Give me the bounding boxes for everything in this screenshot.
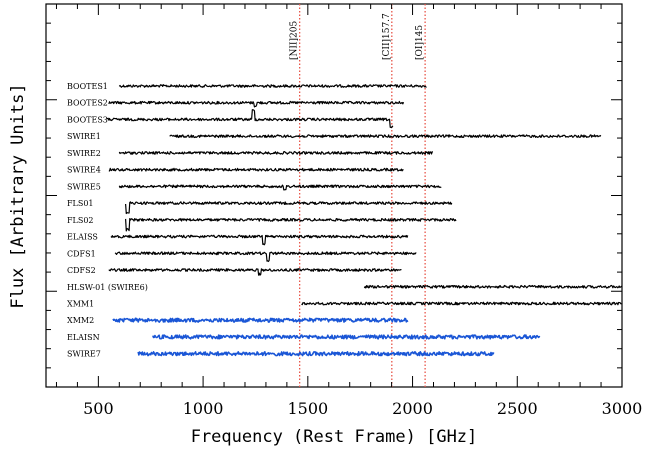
y-axis-title: Flux [Arbitrary Units]	[8, 83, 28, 308]
spectrum-line	[106, 109, 394, 129]
source-label: CDFS2	[67, 266, 96, 275]
spectrum-line	[112, 317, 409, 323]
spectrum-line	[114, 251, 417, 263]
x-tick-label: 1500	[287, 399, 328, 418]
spectrum-line	[301, 301, 622, 306]
spectrum-line	[110, 234, 409, 246]
source-label: BOOTES1	[67, 82, 108, 91]
source-label: FLS02	[67, 216, 94, 225]
plot-frame	[45, 3, 623, 388]
source-label: SWIRE1	[67, 132, 101, 141]
source-label: XMM2	[67, 316, 94, 325]
source-label: FLS01	[67, 199, 94, 208]
spectra-series	[106, 84, 623, 357]
source-label: BOOTES3	[67, 115, 108, 124]
spectrum-line	[118, 151, 434, 155]
x-tick-label: 3000	[602, 399, 643, 418]
reference-line-label: [CII]157.7	[382, 13, 392, 60]
x-tick-label: 2000	[392, 399, 433, 418]
source-label: SWIRE2	[67, 149, 101, 158]
spectrum-line	[169, 134, 602, 139]
source-label: SWIRE5	[67, 182, 101, 191]
source-label: HLSW-01 (SWIRE6)	[67, 283, 148, 292]
source-label: BOOTES2	[67, 99, 108, 108]
x-tick-label: 2500	[497, 399, 538, 418]
spectrum-line	[137, 350, 495, 357]
x-tick-label: 500	[83, 399, 114, 418]
reference-lines: [NII]205 [CII]157.7 [OI]145	[290, 4, 426, 387]
spectrum-line	[152, 334, 541, 340]
spectrum-line	[108, 167, 404, 172]
spectrum-line	[118, 84, 427, 88]
source-label: ELAISN	[67, 333, 100, 342]
x-axis-title: Frequency (Rest Frame) [GHz]	[191, 427, 478, 447]
reference-line-label: [OI]145	[415, 25, 425, 60]
spectrum-line	[108, 268, 402, 276]
x-tick-label: 1000	[183, 399, 224, 418]
spectrum-line	[118, 184, 442, 191]
spectrum-line	[108, 100, 405, 108]
source-label: XMM1	[67, 299, 94, 308]
axis-ticks	[46, 3, 623, 388]
source-label: SWIRE7	[67, 350, 101, 359]
source-label: ELAISS	[67, 233, 98, 242]
x-tick-labels: 500 1000 1500 2000 2500 3000	[83, 399, 642, 418]
source-label: SWIRE4	[67, 166, 101, 175]
spectrum-line	[124, 201, 453, 215]
source-labels: BOOTES1 BOOTES2 BOOTES3 SWIRE1 SWIRE2 SWIRE4 S…	[67, 82, 148, 359]
spectrum-line	[124, 217, 457, 232]
reference-line-label: [NII]205	[290, 21, 300, 60]
source-label: CDFS1	[67, 249, 96, 258]
spectrum-line	[363, 284, 623, 289]
